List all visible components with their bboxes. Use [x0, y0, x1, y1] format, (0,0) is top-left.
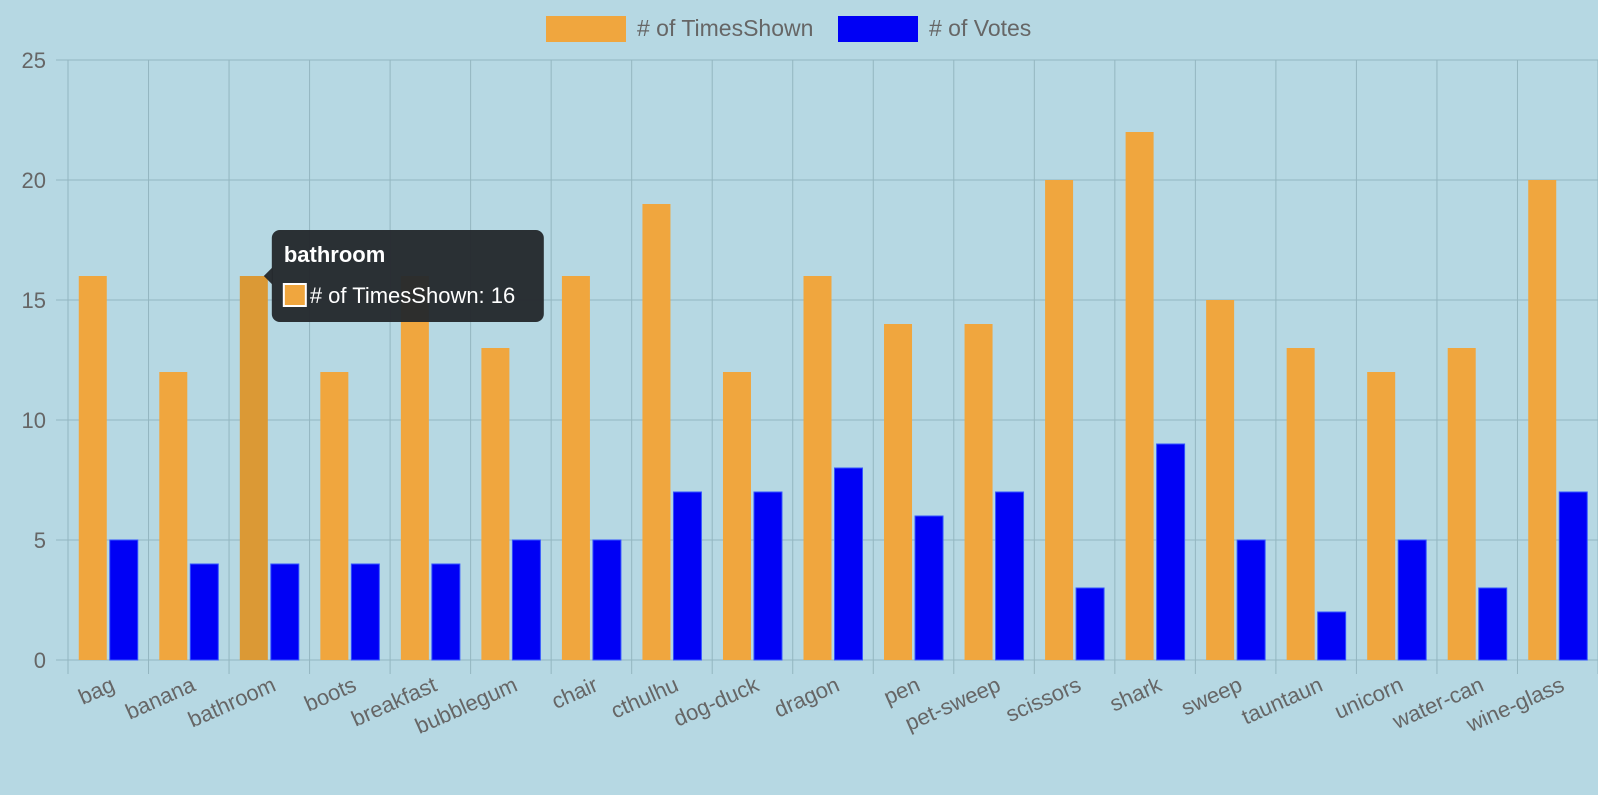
y-axis: 0 5 10 15 20 25 — [22, 48, 46, 673]
bar-times-shown-bag[interactable] — [78, 276, 107, 660]
legend-swatch-0[interactable] — [546, 16, 626, 42]
tooltip-title: bathroom — [284, 242, 385, 267]
bar-votes-cthulhu[interactable] — [672, 491, 702, 661]
legend-label-1[interactable]: # of Votes — [929, 15, 1031, 41]
tooltip: bathroom # of TimesShown: 16 — [263, 230, 544, 322]
bar-votes-bathroom[interactable] — [270, 563, 300, 661]
bar-times-shown-wine-glass[interactable] — [1528, 180, 1557, 660]
bar-votes-sweep[interactable] — [1236, 539, 1266, 661]
x-tick-label: bathroom — [184, 672, 279, 733]
legend: # of TimesShown # of Votes — [546, 15, 1031, 42]
x-tick-label: pen — [880, 672, 924, 710]
bar-votes-dog-duck[interactable] — [753, 491, 783, 661]
bar-times-shown-bathroom[interactable] — [239, 276, 268, 660]
y-tick-label: 25 — [22, 48, 46, 73]
bar-times-shown-dragon[interactable] — [803, 276, 832, 660]
bar-times-shown-dog-duck[interactable] — [722, 372, 751, 660]
bar-votes-bag[interactable] — [109, 539, 139, 661]
y-tick-label: 15 — [22, 288, 46, 313]
tooltip-body: # of TimesShown: 16 — [310, 283, 515, 308]
x-tick-label: tauntaun — [1238, 672, 1326, 730]
bar-votes-tauntaun[interactable] — [1317, 611, 1347, 661]
y-tick-label: 10 — [22, 408, 46, 433]
bar-votes-banana[interactable] — [189, 563, 219, 661]
bar-times-shown-bubblegum[interactable] — [481, 348, 510, 660]
bar-times-shown-breakfast[interactable] — [400, 276, 429, 660]
bar-votes-boots[interactable] — [350, 563, 380, 661]
bar-times-shown-chair[interactable] — [561, 276, 590, 660]
bar-votes-scissors[interactable] — [1075, 587, 1105, 661]
bar-votes-wine-glass[interactable] — [1558, 491, 1588, 661]
x-tick-label: cthulhu — [607, 672, 682, 724]
tooltip-box — [271, 230, 544, 322]
x-tick-label: shark — [1106, 671, 1166, 716]
tooltip-caret — [263, 267, 273, 285]
bars — [78, 132, 1588, 661]
tooltip-swatch — [282, 283, 307, 307]
bar-times-shown-pet-sweep[interactable] — [964, 324, 993, 660]
x-tick-label: dog-duck — [670, 671, 764, 731]
x-tick-label: sweep — [1177, 672, 1245, 721]
bar-times-shown-cthulhu[interactable] — [642, 204, 671, 660]
x-tick-label: bag — [75, 672, 119, 710]
bar-votes-pen[interactable] — [914, 515, 944, 661]
y-tick-label: 0 — [34, 648, 46, 673]
bar-times-shown-boots[interactable] — [320, 372, 349, 660]
bar-votes-dragon[interactable] — [834, 467, 863, 661]
bar-times-shown-banana[interactable] — [159, 372, 188, 660]
bar-votes-chair[interactable] — [592, 539, 622, 661]
bar-times-shown-pen[interactable] — [884, 324, 913, 660]
bar-votes-breakfast[interactable] — [431, 563, 461, 661]
legend-swatch-1[interactable] — [838, 16, 918, 42]
x-tick-label: chair — [548, 672, 602, 714]
legend-label-0[interactable]: # of TimesShown — [637, 15, 813, 41]
bar-times-shown-unicorn[interactable] — [1367, 372, 1396, 660]
bar-votes-unicorn[interactable] — [1397, 539, 1427, 661]
bar-votes-pet-sweep[interactable] — [995, 491, 1025, 661]
x-tick-label: scissors — [1002, 672, 1085, 727]
bar-times-shown-scissors[interactable] — [1045, 180, 1074, 660]
y-tick-label: 5 — [34, 528, 46, 553]
x-tick-label: dragon — [770, 672, 843, 723]
y-tick-label: 20 — [22, 168, 46, 193]
bar-votes-shark[interactable] — [1156, 443, 1186, 661]
bar-times-shown-shark[interactable] — [1125, 132, 1154, 660]
bar-votes-bubblegum[interactable] — [511, 539, 541, 661]
bar-times-shown-tauntaun[interactable] — [1286, 348, 1315, 660]
bar-times-shown-sweep[interactable] — [1206, 300, 1235, 660]
bar-votes-water-can[interactable] — [1478, 587, 1508, 661]
bar-times-shown-water-can[interactable] — [1447, 348, 1476, 660]
grid — [56, 59, 1598, 674]
